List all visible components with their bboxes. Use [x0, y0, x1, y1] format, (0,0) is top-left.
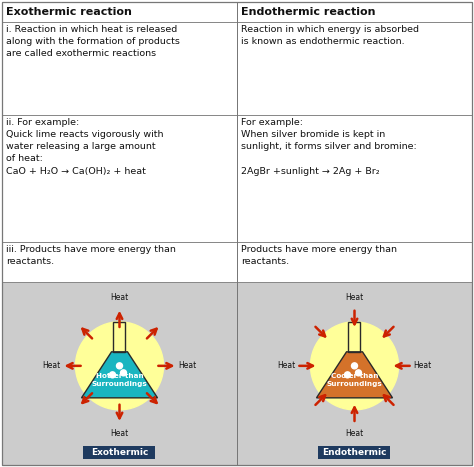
Text: Exothermic reaction: Exothermic reaction	[6, 7, 132, 17]
Text: For example:
When silver bromide is kept in
sunlight, it forms silver and bromin: For example: When silver bromide is kept…	[241, 118, 417, 176]
Polygon shape	[82, 352, 157, 398]
Text: i. Reaction in which heat is released
along with the formation of products
are c: i. Reaction in which heat is released al…	[6, 25, 180, 58]
Text: Products have more energy than
reactants.: Products have more energy than reactants…	[241, 245, 397, 266]
Text: Heat: Heat	[277, 361, 296, 370]
Circle shape	[352, 363, 357, 369]
Circle shape	[310, 322, 399, 410]
Circle shape	[356, 370, 362, 376]
Circle shape	[120, 370, 127, 376]
Text: Heat: Heat	[178, 361, 197, 370]
Text: Heat: Heat	[110, 429, 128, 439]
Circle shape	[117, 363, 122, 369]
Circle shape	[75, 322, 164, 410]
Text: Heat: Heat	[346, 429, 364, 439]
Text: Heat: Heat	[346, 293, 364, 302]
Bar	[83, 446, 155, 459]
Text: Exothermic: Exothermic	[91, 448, 148, 457]
Circle shape	[109, 372, 116, 378]
Bar	[237, 2, 472, 22]
Text: Endothermic reaction: Endothermic reaction	[241, 7, 375, 17]
Bar	[237, 115, 472, 242]
Bar	[237, 242, 472, 282]
Text: Heat: Heat	[110, 293, 128, 302]
Text: Reaction in which energy is absorbed
is known as endothermic reaction.: Reaction in which energy is absorbed is …	[241, 25, 419, 46]
Text: Heat: Heat	[42, 361, 61, 370]
Text: Cooler than
Surroundings: Cooler than Surroundings	[327, 373, 383, 387]
Bar	[348, 322, 361, 352]
Text: iii. Products have more energy than
reactants.: iii. Products have more energy than reac…	[6, 245, 176, 266]
Bar	[237, 22, 472, 115]
Bar	[2, 282, 237, 465]
Circle shape	[345, 372, 350, 378]
Bar	[237, 282, 472, 465]
Text: Hotter than
Surroundings: Hotter than Surroundings	[91, 373, 147, 387]
Polygon shape	[317, 352, 392, 398]
Bar	[2, 242, 237, 282]
Bar	[2, 2, 237, 22]
Bar	[2, 115, 237, 242]
Bar	[319, 446, 391, 459]
Bar	[2, 22, 237, 115]
Text: Endothermic: Endothermic	[322, 448, 387, 457]
Text: ii. For example:
Quick lime reacts vigorously with
water releasing a large amoun: ii. For example: Quick lime reacts vigor…	[6, 118, 164, 176]
Bar	[113, 322, 126, 352]
Text: Heat: Heat	[413, 361, 432, 370]
